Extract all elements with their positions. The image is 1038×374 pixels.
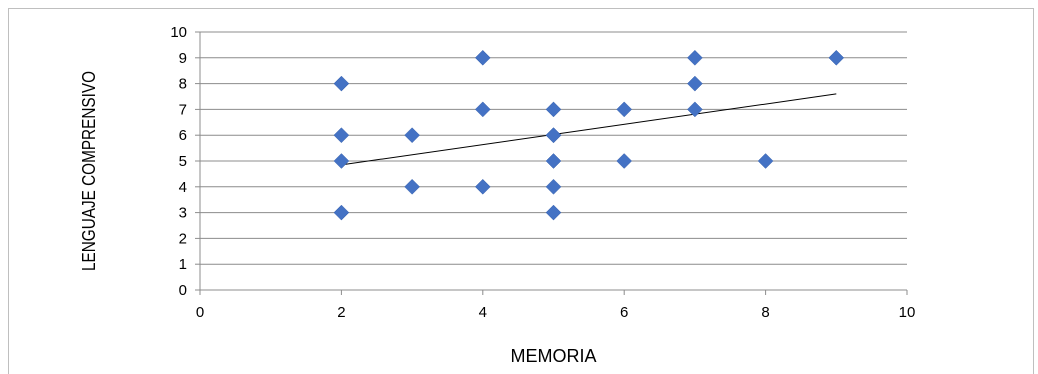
x-tick-label: 4 xyxy=(479,304,487,321)
data-point xyxy=(333,127,350,144)
data-point xyxy=(404,127,420,144)
data-point xyxy=(474,178,491,195)
data-point xyxy=(333,75,350,92)
y-tick-label: 5 xyxy=(179,153,187,170)
data-point xyxy=(545,178,562,195)
y-tick-label: 9 xyxy=(179,50,187,67)
data-point xyxy=(404,178,420,195)
y-tick-label: 2 xyxy=(179,230,187,247)
data-point xyxy=(687,75,703,92)
data-point xyxy=(616,101,633,118)
x-tick-label: 2 xyxy=(337,304,345,321)
data-point xyxy=(545,153,562,169)
y-tick-label: 4 xyxy=(179,179,187,196)
data-point xyxy=(828,49,845,66)
chart-frame xyxy=(8,8,1034,374)
trendline-layer xyxy=(341,93,837,166)
x-tick-label: 6 xyxy=(620,304,628,321)
y-tick-label: 6 xyxy=(179,127,187,144)
data-point xyxy=(687,49,703,66)
y-tick-label: 3 xyxy=(179,205,187,222)
y-tick-label: 7 xyxy=(179,101,187,118)
data-point xyxy=(545,127,562,144)
data-point xyxy=(545,204,562,221)
linear-trendline xyxy=(341,93,837,166)
data-point xyxy=(757,153,774,169)
y-tick-label: 1 xyxy=(179,256,187,273)
data-point xyxy=(545,101,562,118)
y-tick-label: 8 xyxy=(179,76,187,93)
data-point xyxy=(687,101,703,118)
data-point xyxy=(474,49,491,66)
x-axis-title: MEMORIA xyxy=(510,346,596,366)
data-point xyxy=(474,101,491,118)
y-tick-label: 10 xyxy=(170,24,187,41)
tick-labels: 0 1 2 3 4 5 6 7 8 9 10 0 2 4 6 8 10 xyxy=(170,24,915,321)
y-tick-label: 0 xyxy=(179,282,187,299)
data-point xyxy=(616,153,633,169)
x-tick-label: 0 xyxy=(196,304,204,321)
data-points xyxy=(333,49,845,221)
axes xyxy=(195,31,908,295)
data-point xyxy=(333,204,350,221)
x-tick-label: 8 xyxy=(761,304,769,321)
y-axis-title: LENGUAJE COMPRENSIVO xyxy=(79,71,99,271)
gridlines xyxy=(200,31,907,265)
x-tick-label: 10 xyxy=(899,304,916,321)
data-point xyxy=(333,153,350,169)
